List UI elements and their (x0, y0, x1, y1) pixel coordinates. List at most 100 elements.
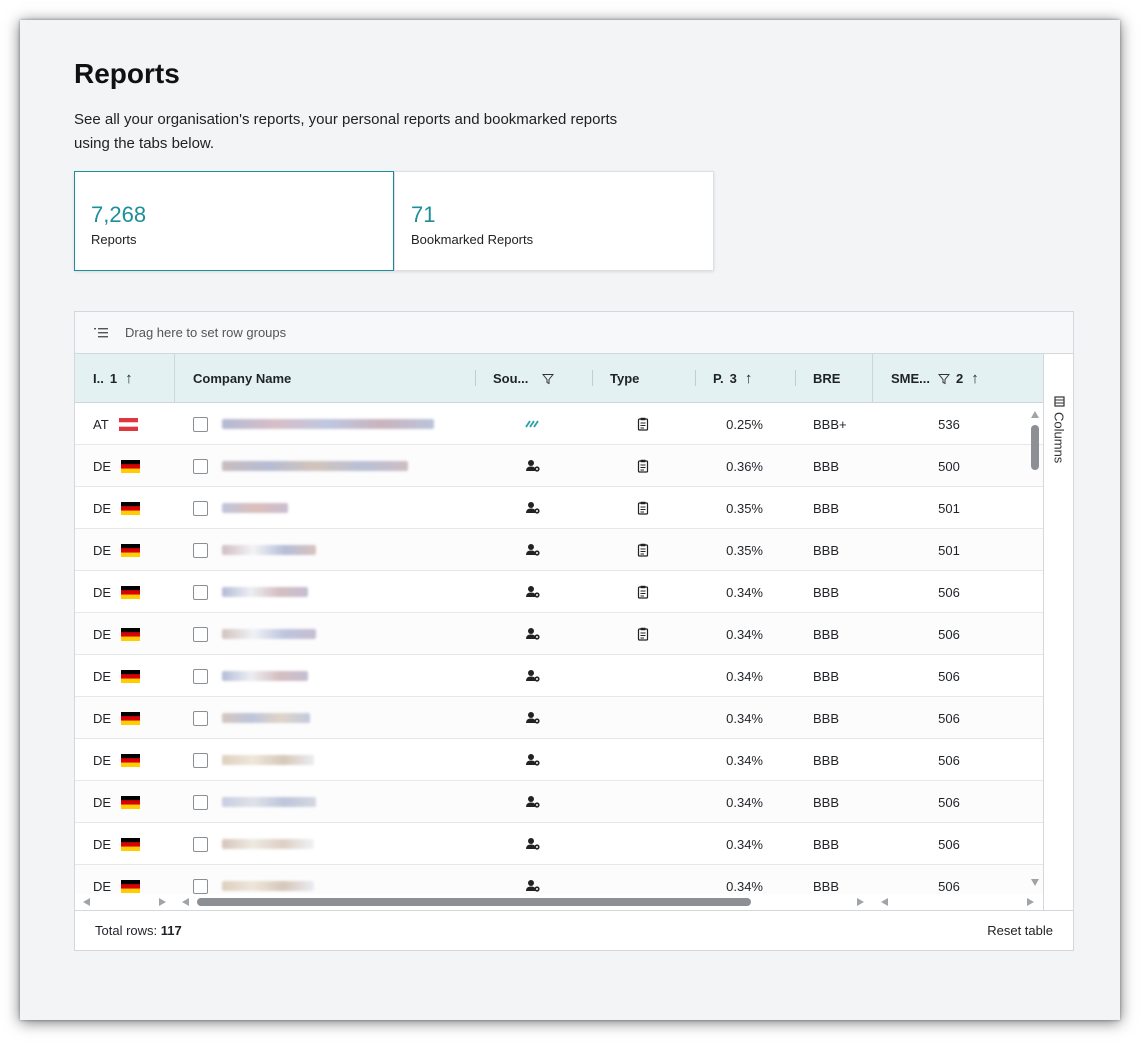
pd-cell: 0.35% (691, 529, 763, 571)
report-tabs: 7,268 Reports 71 Bookmarked Reports (74, 171, 714, 271)
pd-cell: 0.36% (691, 445, 763, 487)
row-checkbox[interactable] (193, 542, 208, 558)
germany-flag-icon (121, 879, 141, 893)
row-checkbox[interactable] (193, 626, 208, 642)
company-name-cell (193, 655, 308, 697)
table-row[interactable]: DE 0.34% BBB 506 (75, 571, 1043, 613)
scroll-left-arrow-icon[interactable] (83, 898, 90, 906)
tab-bookmarked-reports[interactable]: 71 Bookmarked Reports (394, 171, 714, 271)
sme-value: 500 (938, 458, 960, 474)
pd-cell: 0.34% (691, 739, 763, 781)
germany-flag-icon (121, 459, 141, 473)
table-row[interactable]: DE 0.34% BBB 506 (75, 865, 1043, 894)
horizontal-scroll-thumb[interactable] (197, 898, 751, 906)
vertical-scroll-thumb[interactable] (1031, 425, 1039, 470)
bre-cell: BBB (813, 487, 839, 529)
row-checkbox[interactable] (193, 836, 208, 852)
sme-value: 506 (938, 626, 960, 642)
type-cell (635, 529, 651, 571)
filter-icon[interactable] (938, 373, 951, 385)
column-header-source[interactable]: Sou... (493, 354, 555, 403)
row-checkbox[interactable] (193, 668, 208, 684)
country-code: DE (93, 500, 112, 516)
country-cell: DE (93, 865, 141, 894)
filter-icon[interactable] (542, 373, 555, 385)
tab-reports[interactable]: 7,268 Reports (74, 171, 394, 271)
vertical-scrollbar-graphic (1031, 411, 1039, 886)
row-checkbox[interactable] (193, 458, 208, 474)
scroll-left-arrow-icon[interactable] (881, 898, 888, 906)
vertical-scrollbar[interactable] (1027, 403, 1043, 894)
company-name-cell (193, 529, 316, 571)
table-row[interactable]: DE 0.34% BBB 506 (75, 739, 1043, 781)
user-gear-icon (526, 796, 540, 808)
columns-icon (1053, 396, 1065, 407)
scroll-up-arrow-icon[interactable] (1031, 411, 1039, 418)
sme-value: 536 (938, 416, 960, 432)
scroll-right-arrow-icon[interactable] (159, 898, 166, 906)
sme-value: 506 (938, 668, 960, 684)
column-header-bre[interactable]: BRE (813, 354, 840, 403)
row-checkbox[interactable] (193, 710, 208, 726)
sme-cell: 506 (873, 781, 1025, 823)
table-row[interactable]: AT 0.25% BBB+ 536 (75, 403, 1043, 445)
table-row[interactable]: DE 0.34% BBB 506 (75, 697, 1043, 739)
pd-value: 0.34% (726, 794, 763, 810)
column-resize-handle[interactable] (695, 370, 696, 386)
germany-flag-icon (121, 501, 141, 515)
column-resize-handle[interactable] (795, 370, 796, 386)
scroll-right-arrow-icon[interactable] (1027, 898, 1034, 906)
row-checkbox[interactable] (193, 794, 208, 810)
sme-value: 506 (938, 584, 960, 600)
company-name-redacted (222, 419, 434, 429)
scroll-left-arrow-icon[interactable] (182, 898, 189, 906)
country-code: DE (93, 584, 112, 600)
company-name-cell (193, 781, 316, 823)
table-row[interactable]: DE 0.34% BBB 506 (75, 613, 1043, 655)
column-resize-handle[interactable] (475, 370, 476, 386)
table-row[interactable]: DE 0.34% BBB 506 (75, 655, 1043, 697)
column-header-pd[interactable]: P. 3 ↑ (713, 354, 752, 403)
horizontal-scrollbar[interactable] (75, 894, 1043, 910)
table-row[interactable]: DE 0.34% BBB 506 (75, 823, 1043, 865)
arrow-up-icon: ↑ (744, 370, 753, 387)
column-header-country[interactable]: I.. 1 ↑ (93, 354, 133, 403)
source-cell (525, 403, 541, 445)
clipboard-icon (637, 543, 649, 557)
columns-panel-toggle[interactable]: Columns (1048, 396, 1070, 463)
type-cell (635, 403, 651, 445)
user-gear-icon (526, 880, 540, 892)
scroll-right-arrow-icon[interactable] (857, 898, 864, 906)
row-checkbox[interactable] (193, 500, 208, 516)
sme-header-label: SME... (891, 371, 931, 386)
row-checkbox[interactable] (193, 878, 208, 894)
pd-value: 0.35% (726, 500, 763, 516)
bre-cell: BBB (813, 529, 839, 571)
company-name-cell (193, 613, 316, 655)
column-header-sme[interactable]: SME... 2 ↑ (891, 354, 979, 403)
country-code: AT (93, 416, 109, 432)
column-header-company-name[interactable]: Company Name (193, 354, 291, 403)
table-row[interactable]: DE 0.35% BBB 501 (75, 529, 1043, 571)
sme-cell: 506 (873, 655, 1025, 697)
country-code: DE (93, 626, 112, 642)
row-checkbox[interactable] (193, 416, 208, 432)
table-row[interactable]: DE 0.34% BBB 506 (75, 781, 1043, 823)
reset-table-button[interactable]: Reset table (987, 923, 1053, 938)
column-header-type[interactable]: Type (610, 354, 639, 403)
pd-cell: 0.34% (691, 571, 763, 613)
scroll-down-arrow-icon[interactable] (1031, 879, 1039, 886)
table-row[interactable]: DE 0.36% BBB 500 (75, 445, 1043, 487)
row-checkbox[interactable] (193, 584, 208, 600)
row-checkbox[interactable] (193, 752, 208, 768)
table-row[interactable]: DE 0.35% BBB 501 (75, 487, 1043, 529)
bookmarked-count: 71 (411, 202, 436, 227)
pd-value: 0.34% (726, 668, 763, 684)
column-resize-handle[interactable] (592, 370, 593, 386)
row-group-drop-zone[interactable]: Drag here to set row groups (75, 312, 1073, 354)
bre-value: BBB (813, 542, 840, 558)
bre-cell: BBB (813, 781, 839, 823)
reports-grid: Drag here to set row groups I.. 1 ↑ Comp… (74, 311, 1074, 951)
reports-tab-label: Reports (91, 232, 137, 247)
user-gear-icon (526, 838, 540, 850)
